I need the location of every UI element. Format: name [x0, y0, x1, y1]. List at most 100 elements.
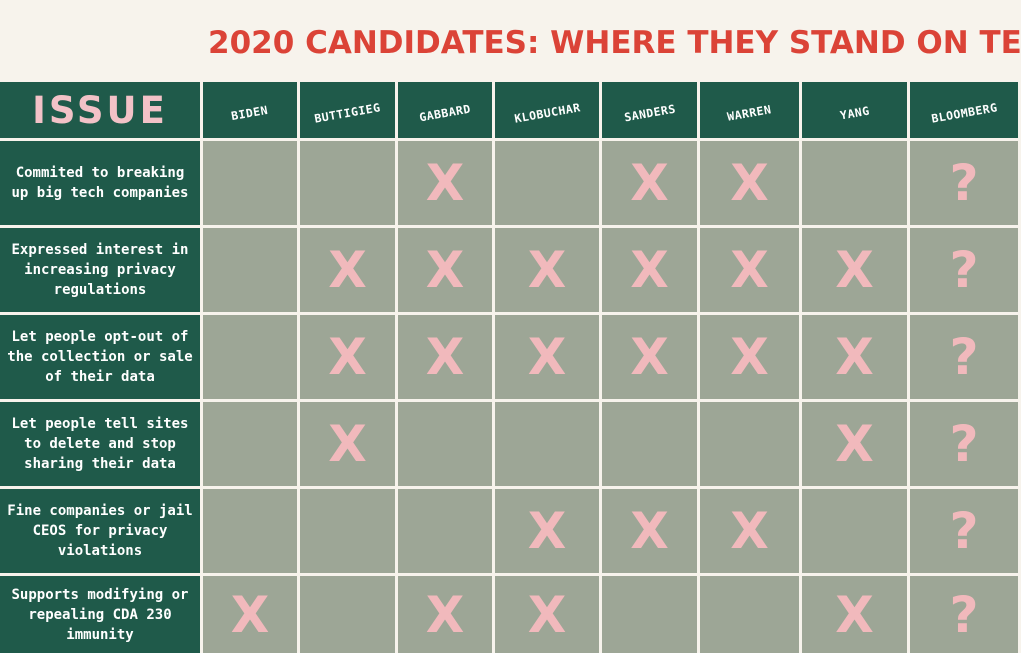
- stance-mark: X: [630, 328, 669, 386]
- stance-cell: X: [495, 489, 599, 573]
- stance-cell: ?: [910, 228, 1018, 312]
- stance-mark: X: [835, 585, 874, 644]
- issue-label-cell: Let people tell sites to delete and stop…: [0, 402, 200, 486]
- stance-cell: [203, 141, 297, 225]
- stance-cell: X: [300, 228, 395, 312]
- candidate-header-buttigieg: BUTTIGIEG: [300, 82, 395, 138]
- stance-mark: X: [835, 241, 874, 299]
- stance-cell: [700, 576, 799, 653]
- stance-mark: X: [835, 415, 874, 473]
- stance-cell: [700, 402, 799, 486]
- stance-cell: X: [398, 576, 492, 653]
- stance-cell: [203, 228, 297, 312]
- stance-cell: X: [495, 228, 599, 312]
- stance-mark: X: [730, 328, 769, 386]
- issue-label: Let people tell sites to delete and stop…: [11, 416, 189, 472]
- stance-cell: [203, 402, 297, 486]
- stance-mark: X: [527, 585, 567, 644]
- stance-mark: X: [425, 585, 465, 644]
- stance-cell: [602, 402, 697, 486]
- issue-label: Fine companies or jail CEOS for privacy …: [7, 503, 193, 559]
- stance-mark: X: [328, 415, 367, 473]
- stance-cell: X: [700, 315, 799, 399]
- issue-label: Expressed interest in increasing privacy…: [11, 242, 189, 298]
- stance-cell: X: [495, 315, 599, 399]
- stance-mark: ?: [949, 328, 979, 386]
- stance-cell: X: [700, 228, 799, 312]
- stance-mark: X: [630, 241, 669, 299]
- issue-label-cell: Commited to breaking up big tech compani…: [0, 141, 200, 225]
- stance-cell: X: [398, 315, 492, 399]
- candidate-name: BLOOMBERG: [929, 100, 999, 126]
- stance-mark: X: [527, 241, 567, 299]
- stance-cell: [300, 489, 395, 573]
- candidates-table: ISSUE BIDEN BUTTIGIEG GABBARD KLOBUCHAR …: [0, 82, 1021, 653]
- stance-cell: [602, 576, 697, 653]
- issue-header: ISSUE: [32, 88, 168, 132]
- stance-mark: X: [835, 328, 874, 386]
- candidate-header-warren: WARREN: [700, 82, 799, 138]
- stance-mark: ?: [949, 502, 979, 560]
- candidate-name: GABBARD: [418, 101, 472, 125]
- stance-cell: [203, 315, 297, 399]
- stance-mark: X: [730, 502, 769, 560]
- candidate-name: SANDERS: [622, 101, 677, 125]
- candidate-header-biden: BIDEN: [203, 82, 297, 138]
- candidate-name: BUTTIGIEG: [313, 100, 382, 126]
- stance-mark: X: [328, 328, 367, 386]
- stance-cell: X: [802, 228, 907, 312]
- stance-cell: [802, 489, 907, 573]
- stance-cell: [802, 141, 907, 225]
- stance-cell: ?: [910, 402, 1018, 486]
- stance-cell: X: [398, 141, 492, 225]
- stance-mark: X: [630, 154, 669, 212]
- issue-label-cell: Let people opt-out of the collection or …: [0, 315, 200, 399]
- stance-mark: X: [328, 241, 367, 299]
- stance-mark: X: [527, 502, 567, 560]
- stance-cell: X: [300, 315, 395, 399]
- candidate-header-gabbard: GABBARD: [398, 82, 492, 138]
- stance-mark: X: [425, 328, 465, 386]
- candidate-name: BIDEN: [230, 102, 270, 124]
- stance-mark: X: [425, 241, 465, 299]
- stance-cell: ?: [910, 315, 1018, 399]
- stance-cell: X: [602, 315, 697, 399]
- stance-cell: ?: [910, 576, 1018, 653]
- candidate-header-sanders: SANDERS: [602, 82, 697, 138]
- candidate-header-bloomberg: BLOOMBERG: [910, 82, 1018, 138]
- issue-label-cell: Fine companies or jail CEOS for privacy …: [0, 489, 200, 573]
- issue-label-cell: Supports modifying or repealing CDA 230 …: [0, 576, 200, 653]
- stance-mark: X: [630, 502, 669, 560]
- stance-cell: X: [203, 576, 297, 653]
- candidate-name: KLOBUCHAR: [512, 100, 582, 126]
- issue-header-cell: ISSUE: [0, 82, 200, 138]
- stance-mark: ?: [949, 585, 979, 644]
- stance-cell: X: [495, 576, 599, 653]
- candidate-header-yang: YANG: [802, 82, 907, 138]
- stance-cell: [495, 141, 599, 225]
- candidate-header-klobuchar: KLOBUCHAR: [495, 82, 599, 138]
- candidate-name: YANG: [838, 103, 871, 123]
- stance-cell: ?: [910, 489, 1018, 573]
- stance-cell: [203, 489, 297, 573]
- stance-mark: X: [230, 585, 270, 644]
- stance-mark: X: [730, 154, 769, 212]
- stance-cell: ?: [910, 141, 1018, 225]
- stance-mark: X: [527, 328, 567, 386]
- stance-cell: X: [300, 402, 395, 486]
- stance-cell: [300, 576, 395, 653]
- candidate-name: WARREN: [726, 102, 773, 124]
- stance-cell: X: [700, 141, 799, 225]
- issue-label: Let people opt-out of the collection or …: [7, 329, 193, 385]
- stance-mark: X: [730, 241, 769, 299]
- stance-cell: X: [602, 141, 697, 225]
- stance-cell: [398, 489, 492, 573]
- stance-cell: X: [700, 489, 799, 573]
- stance-cell: [398, 402, 492, 486]
- stance-mark: X: [425, 154, 465, 212]
- stance-mark: ?: [949, 154, 979, 212]
- issue-label: Supports modifying or repealing CDA 230 …: [11, 586, 189, 643]
- stance-cell: X: [802, 576, 907, 653]
- stance-mark: ?: [949, 415, 979, 473]
- page-title: 2020 CANDIDATES: WHERE THEY STAND ON TEC…: [208, 25, 1021, 61]
